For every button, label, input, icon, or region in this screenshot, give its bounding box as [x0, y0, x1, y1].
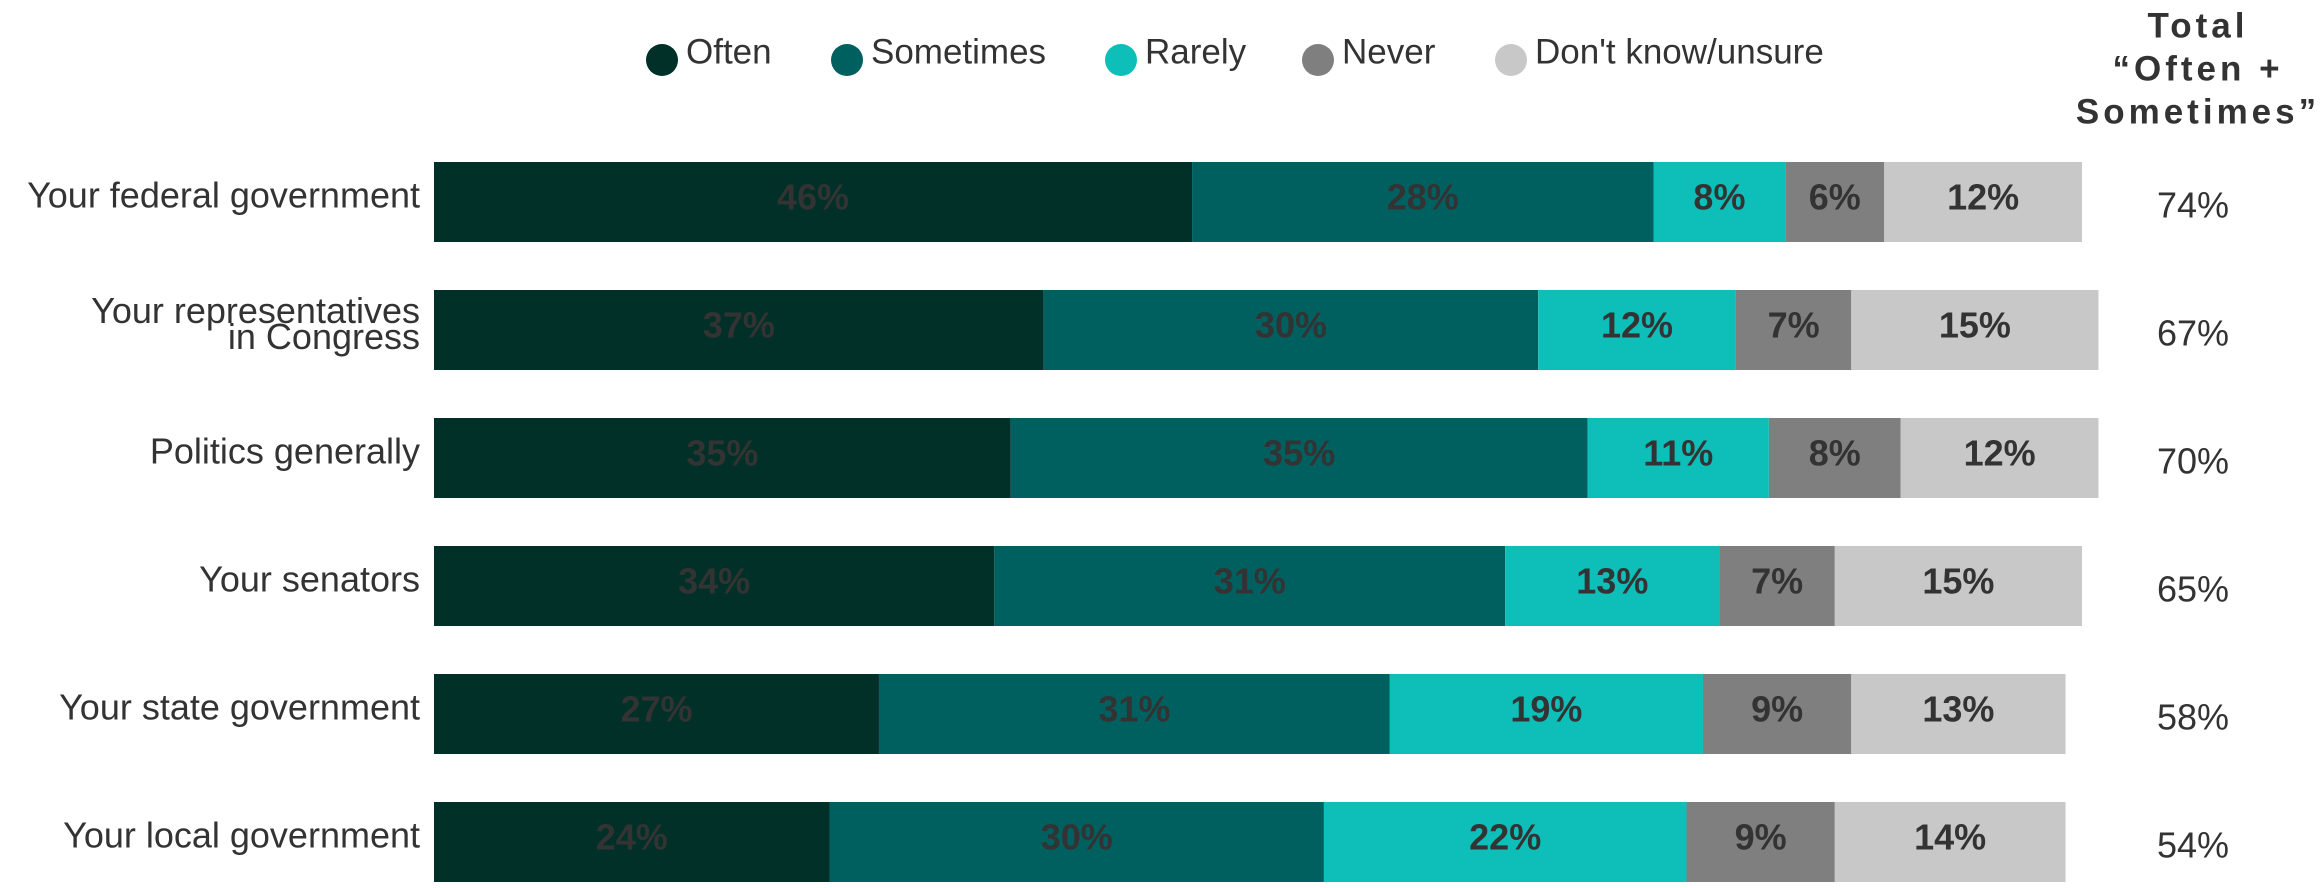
bar-segment [434, 290, 1044, 370]
data-label: 24% [596, 817, 668, 858]
totals-title: “Often + [2112, 49, 2283, 88]
totals-title: Total [2147, 6, 2248, 45]
legend-label: Often [686, 32, 772, 71]
bar-segment [829, 802, 1324, 882]
category-label: Your local government [63, 815, 420, 856]
bar-segment [1323, 802, 1687, 882]
data-label: 8% [1809, 433, 1861, 474]
data-label: 31% [1214, 561, 1286, 602]
legend-swatch [1105, 44, 1137, 76]
data-label: 35% [686, 433, 758, 474]
bar-segment [1834, 546, 2082, 626]
category-label: Your senators [199, 559, 420, 600]
bar-segment [1538, 290, 1736, 370]
legend-swatch [831, 44, 863, 76]
bar-segment [434, 802, 830, 882]
category-label: Your federal government [27, 175, 420, 216]
category-label: Politics generally [150, 431, 420, 472]
legend-swatch [1302, 44, 1334, 76]
totals-title: Sometimes” [2076, 92, 2320, 131]
bar-segment [1702, 674, 1852, 754]
bar-segment [1884, 162, 2082, 242]
bar-segment [434, 546, 995, 626]
total-label: 58% [2157, 697, 2229, 738]
data-label: 28% [1387, 177, 1459, 218]
data-label: 7% [1768, 305, 1820, 346]
total-label: 54% [2157, 825, 2229, 866]
bar-segment [1505, 546, 1720, 626]
data-label: 46% [777, 177, 849, 218]
data-label: 30% [1255, 305, 1327, 346]
data-label: 30% [1041, 817, 1113, 858]
bar-segment [1587, 418, 1769, 498]
data-label: 14% [1914, 817, 1986, 858]
data-label: 31% [1098, 689, 1170, 730]
bar-segment [1785, 162, 1885, 242]
bar-segment [1834, 802, 2066, 882]
data-label: 11% [1643, 433, 1713, 474]
data-label: 12% [1601, 305, 1673, 346]
data-label: 7% [1751, 561, 1803, 602]
legend-label: Never [1342, 32, 1436, 71]
bar-segment [1719, 546, 1835, 626]
data-label: 13% [1922, 689, 1994, 730]
bar-segment [434, 418, 1011, 498]
data-label: 37% [703, 305, 775, 346]
data-label: 34% [678, 561, 750, 602]
legend-label: Sometimes [871, 32, 1046, 71]
data-label: 9% [1751, 689, 1803, 730]
data-label: 27% [620, 689, 692, 730]
bar-segment [1192, 162, 1654, 242]
bar-segment [434, 162, 1193, 242]
data-label: 12% [1964, 433, 2036, 474]
category-label: Your representatives in Congress [91, 290, 420, 357]
bar-segment [434, 674, 879, 754]
bar-segment [1653, 162, 1786, 242]
bar-segment [1043, 290, 1539, 370]
bar-segment [994, 546, 1506, 626]
data-label: 12% [1947, 177, 2019, 218]
data-label: 8% [1693, 177, 1745, 218]
legend-swatch [646, 44, 678, 76]
data-label: 19% [1510, 689, 1582, 730]
data-label: 9% [1735, 817, 1787, 858]
total-label: 70% [2157, 441, 2229, 482]
total-label: 65% [2157, 569, 2229, 610]
legend-swatch [1495, 44, 1527, 76]
bar-segment [1686, 802, 1835, 882]
data-label: 13% [1576, 561, 1648, 602]
bar-segment [1851, 290, 2099, 370]
total-label: 67% [2157, 313, 2229, 354]
data-label: 22% [1469, 817, 1541, 858]
bar-segment [1900, 418, 2099, 498]
bar-segment [1735, 290, 1852, 370]
bar-segment [1010, 418, 1588, 498]
data-label: 6% [1809, 177, 1861, 218]
category-label: Your state government [59, 687, 420, 728]
bar-segment [1389, 674, 1703, 754]
bar-segment [878, 674, 1390, 754]
legend-label: Don't know/unsure [1535, 32, 1824, 71]
legend-label: Rarely [1145, 32, 1247, 71]
data-label: 15% [1939, 305, 2011, 346]
total-label: 74% [2157, 185, 2229, 226]
bar-segment [1851, 674, 2066, 754]
data-label: 15% [1922, 561, 1994, 602]
bar-segment [1768, 418, 1901, 498]
data-label: 35% [1263, 433, 1335, 474]
